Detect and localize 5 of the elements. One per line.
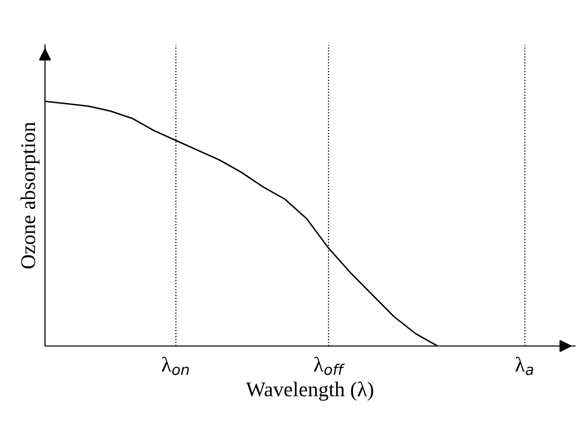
- x-tick-label: λ$_{on}$: [162, 356, 189, 376]
- x-tick-label: λ$_{a}$: [515, 356, 534, 376]
- x-tick-label: λ$_{off}$: [314, 356, 345, 376]
- y-axis-title: Ozone absorption: [20, 122, 40, 268]
- x-axis-title: Wavelength (λ): [246, 382, 374, 401]
